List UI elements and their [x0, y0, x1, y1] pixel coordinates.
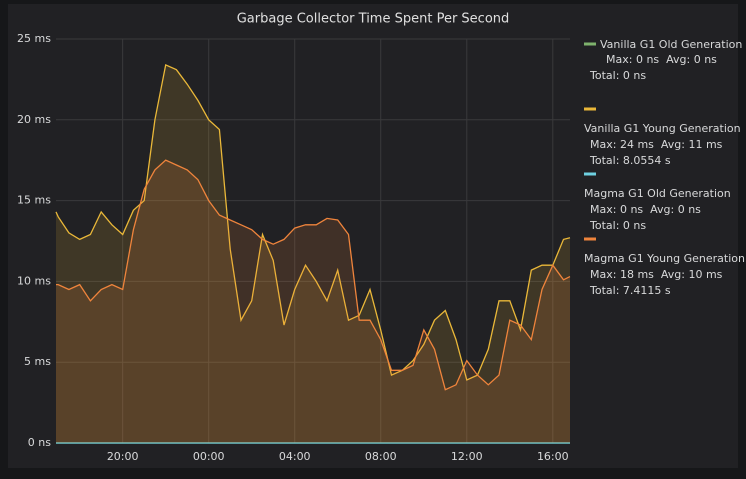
y-tick-label: 20 ms: [17, 113, 51, 126]
legend-stat: Max: 18 ms Avg: 10 ms: [590, 268, 723, 281]
area: [56, 64, 570, 444]
area: [56, 160, 570, 443]
x-tick-label: 20:00: [107, 450, 139, 463]
y-tick-label: 10 ms: [17, 274, 51, 287]
series-line: [56, 159, 571, 391]
x-tick-label: 00:00: [193, 450, 225, 463]
legend-stat: Total: 8.0554 s: [589, 154, 671, 167]
series-line: [55, 63, 571, 381]
x-tick-label: 08:00: [365, 450, 397, 463]
legend-stat: Total: 0 ns: [589, 69, 646, 82]
panel: [8, 4, 738, 468]
legend-label: Vanilla G1 Old Generation: [600, 38, 742, 51]
legend-label: Magma G1 Old Generation: [584, 187, 731, 200]
legend-label: Magma G1 Young Generation: [584, 252, 745, 265]
x-tick-label: 04:00: [279, 450, 311, 463]
legend-stat: Max: 24 ms Avg: 11 ms: [590, 138, 723, 151]
y-tick-label: 5 ms: [24, 355, 51, 368]
legend-stat: Total: 0 ns: [589, 219, 646, 232]
chart-title: Garbage Collector Time Spent Per Second: [237, 12, 510, 27]
x-tick-label: 16:00: [537, 450, 569, 463]
y-tick-label: 0 ns: [28, 436, 51, 449]
legend-stat: Max: 0 ns Avg: 0 ns: [606, 53, 717, 66]
legend-label: Vanilla G1 Young Generation: [584, 122, 741, 135]
legend-stat: Max: 0 ns Avg: 0 ns: [590, 203, 701, 216]
y-tick-label: 25 ms: [17, 32, 51, 45]
y-tick-label: 15 ms: [17, 194, 51, 207]
legend-stat: Total: 7.4115 s: [589, 284, 671, 297]
x-tick-label: 12:00: [451, 450, 483, 463]
